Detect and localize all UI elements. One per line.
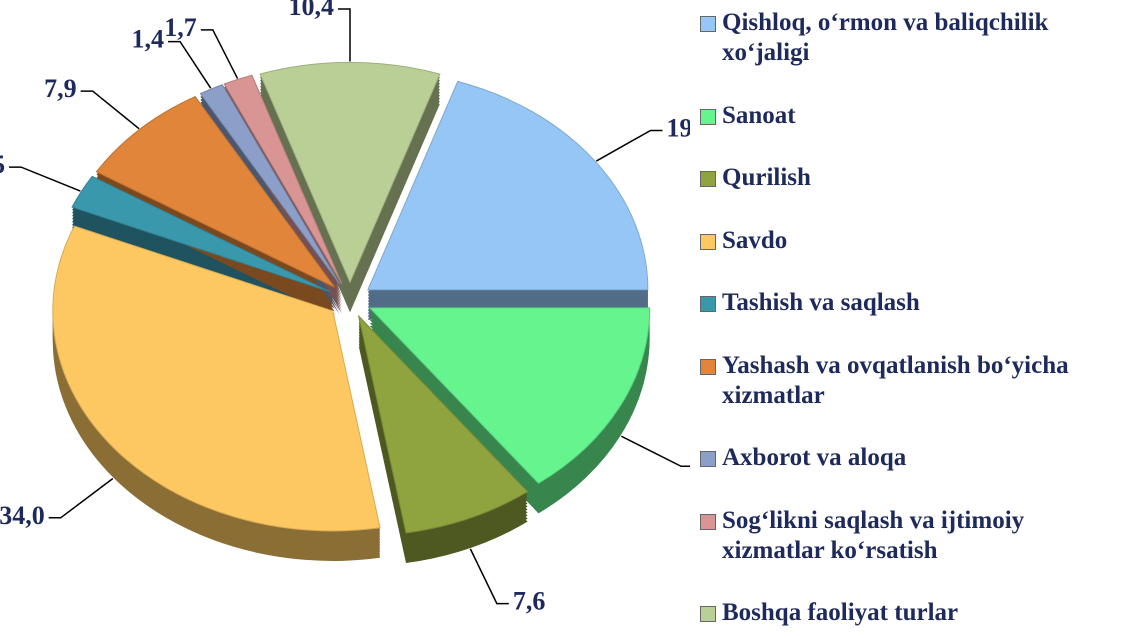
slice-top	[259, 61, 441, 284]
legend-label: Boshqa faoliyat turlar	[722, 599, 959, 626]
legend-item: Qishloq, o‘rmon va baliqchilik xo‘jaligi	[700, 8, 1130, 68]
slice-tops	[52, 61, 651, 534]
leader-line	[338, 8, 351, 62]
legend-label: Yashash va ovqatlanish bo‘yicha xizmatla…	[722, 351, 1069, 409]
data-label: 1,4	[132, 25, 165, 54]
legend-swatch	[700, 451, 716, 467]
legend-item: Sanoat	[700, 101, 1130, 131]
slice-top	[52, 225, 381, 532]
legend-item: Savdo	[700, 226, 1130, 256]
pie-area: 19,814,77,634,02,57,91,41,710,4	[0, 0, 690, 616]
legend-swatch	[700, 108, 716, 125]
leader-line	[80, 90, 140, 130]
legend-label: Sanoat	[722, 101, 796, 129]
legend-item: Sog‘likni saqlash va ijtimoiy xizmatlar …	[700, 506, 1130, 566]
legend-swatch	[700, 358, 716, 375]
data-label: 7,9	[44, 74, 77, 103]
leader-line	[469, 548, 509, 605]
legend-swatch	[700, 171, 716, 187]
slice-top	[223, 74, 343, 284]
data-label: 19,8	[667, 113, 690, 142]
legend-swatch	[700, 233, 716, 250]
legend-item: Tashish va saqlash	[700, 288, 1130, 318]
legend-label: Sog‘likni saqlash va ijtimoiy xizmatlar …	[722, 506, 1025, 564]
legend-item: Boshqa faoliyat turlar	[700, 598, 1130, 628]
legend-label: Tashish va saqlash	[722, 289, 920, 316]
leader-line	[595, 129, 663, 162]
slice-top	[368, 307, 651, 484]
legend-swatch	[700, 16, 716, 32]
leader-line	[200, 29, 239, 79]
legend-swatch	[700, 513, 716, 530]
slice-top	[95, 95, 336, 288]
slice-top	[357, 314, 529, 534]
legend-item: Axborot va aloqa	[700, 443, 1130, 473]
slice-top	[367, 80, 649, 291]
legend-swatch	[700, 296, 716, 312]
legend-item: Qurilish	[700, 163, 1130, 193]
data-label: 7,6	[513, 587, 546, 616]
legend: Qishloq, o‘rmon va baliqchilik xo‘jaligi…	[700, 8, 1130, 628]
slice-top	[71, 175, 331, 293]
leader-line	[621, 435, 690, 467]
legend-swatch	[700, 606, 716, 622]
data-label: 1,7	[164, 13, 197, 42]
leader-line	[168, 40, 212, 89]
data-label: 34,0	[0, 501, 45, 530]
leader-line	[48, 477, 114, 519]
legend-label: Axborot va aloqa	[722, 444, 907, 471]
legend-label: Qurilish	[722, 164, 811, 191]
data-label: 2,5	[0, 150, 5, 179]
legend-label: Qishloq, o‘rmon va baliqchilik xo‘jaligi	[722, 9, 1049, 66]
leader-line	[9, 166, 81, 192]
legend-item: Yashash va ovqatlanish bo‘yicha xizmatla…	[700, 351, 1130, 411]
data-label: 10,4	[289, 0, 335, 21]
slice-top	[199, 84, 341, 285]
legend-label: Savdo	[722, 226, 788, 254]
